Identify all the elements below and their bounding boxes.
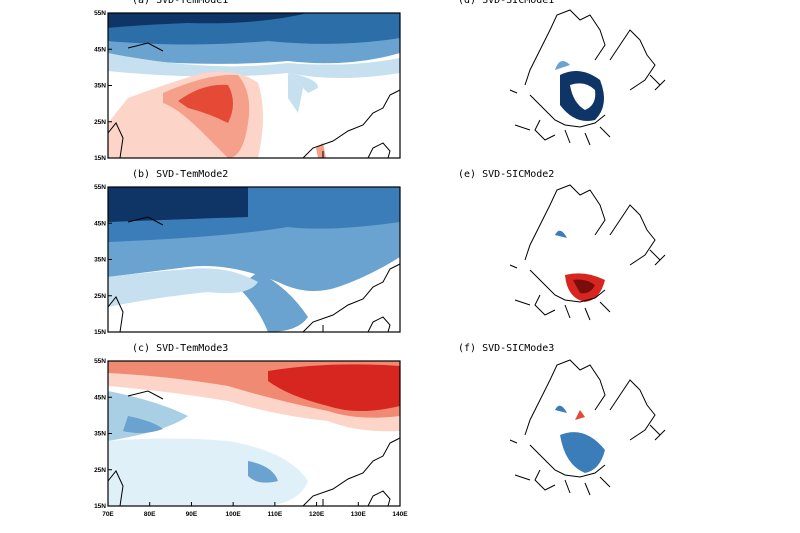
polar-map [509,359,666,496]
polar-map [509,184,666,321]
panel-title: (e) SVD-SICMode2 [458,169,554,180]
map-panel [107,186,401,333]
lon-label: 140E [392,511,408,518]
panel-title: (b) SVD-TemMode2 [132,169,228,180]
lat-label: 15N [94,329,106,336]
lon-label: 120E [309,511,325,518]
lat-label: 55N [94,10,106,17]
lon-label: 100E [226,511,242,518]
lat-label: 35N [94,257,106,264]
lon-label: 110E [267,511,282,518]
lat-label: 45N [94,394,106,401]
panel-title: (a) SVD-TemMode1 [132,0,228,6]
lat-label: 55N [94,358,106,365]
lat-label: 45N [94,220,106,227]
lat-label: 25N [94,119,106,126]
lat-label: 35N [94,83,106,90]
lon-label: 130E [351,511,367,518]
lon-label: 70E [102,511,114,518]
panel-title: (c) SVD-TemMode3 [132,343,228,354]
polar-map [509,9,666,146]
lat-label: 55N [94,184,106,191]
lat-label: 25N [94,293,106,300]
lat-label: 15N [94,155,106,162]
lat-label: 15N [94,503,106,510]
lon-label: 90E [186,511,198,518]
panel-title: (d) SVD-SICMode1 [458,0,554,6]
panel-title: (f) SVD-SICMode3 [458,343,554,354]
map-panel [107,12,401,159]
lat-label: 45N [94,46,106,53]
lat-label: 35N [94,431,106,438]
lon-label: 80E [144,511,156,518]
lat-label: 25N [94,467,106,474]
map-panel [107,360,401,507]
